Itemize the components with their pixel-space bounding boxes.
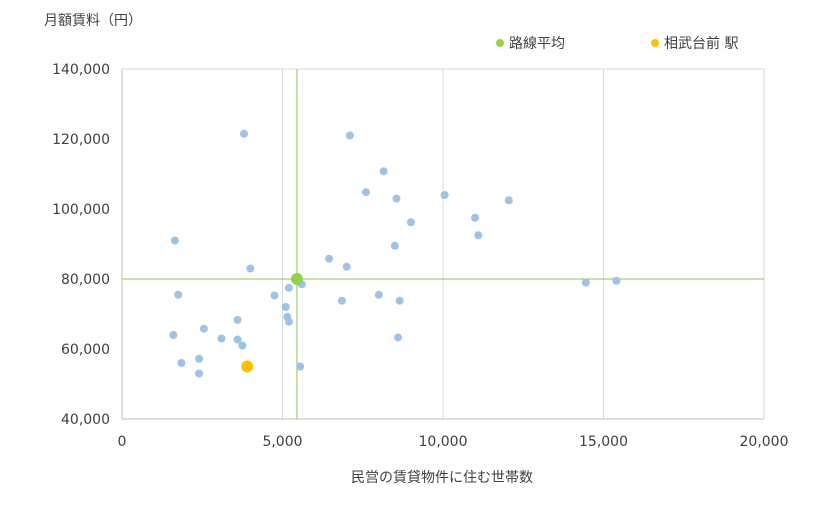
data-point <box>270 291 279 300</box>
data-point <box>284 283 293 292</box>
data-point <box>581 278 590 287</box>
data-point <box>238 341 247 350</box>
legend-station-marker <box>651 39 659 47</box>
y-tick-label: 60,000 <box>61 342 110 358</box>
data-point <box>440 191 449 199</box>
x-tick-label: 15,000 <box>579 434 628 450</box>
plot-area: 0 5,000 10,000 15,000 20,000 40,000 60,000 80,0… <box>52 62 788 450</box>
data-point <box>471 213 480 222</box>
x-tick-label: 5,000 <box>262 434 302 450</box>
highlight-point <box>241 360 254 373</box>
x-tick-label: 0 <box>118 434 127 450</box>
x-axis-title: 民営の賃貸物件に住む世帯数 <box>351 470 533 486</box>
y-tick-label: 40,000 <box>61 412 110 428</box>
data-point <box>325 254 334 263</box>
legend-station-label: 相武台前 駅 <box>664 35 738 52</box>
data-point <box>174 290 183 299</box>
legend-average-label: 路線平均 <box>509 36 565 52</box>
data-point <box>281 303 290 311</box>
data-point <box>233 315 242 324</box>
data-point <box>217 334 226 343</box>
data-point <box>239 129 248 138</box>
y-tick-label: 120,000 <box>52 132 110 148</box>
data-point <box>395 296 404 305</box>
data-point <box>374 290 383 299</box>
legend: 路線平均 相武台前 駅 <box>496 35 738 52</box>
data-point <box>177 359 186 367</box>
data-point <box>296 362 305 371</box>
data-point <box>199 324 208 333</box>
legend-average-marker <box>496 39 504 47</box>
data-point <box>169 331 178 339</box>
data-point <box>246 264 255 273</box>
data-point <box>170 236 179 245</box>
y-axis-title: 月額賃料（円） <box>44 13 142 29</box>
legend-item-station: 相武台前 駅 <box>651 35 738 52</box>
x-tick-label: 20,000 <box>740 434 789 450</box>
y-tick-label: 140,000 <box>52 62 110 78</box>
data-point <box>195 354 204 363</box>
data-point <box>284 317 293 326</box>
data-point <box>392 194 401 203</box>
average-point <box>290 273 303 285</box>
data-point <box>345 131 354 140</box>
data-point <box>504 196 513 205</box>
data-point <box>233 335 242 344</box>
data-point <box>390 241 399 250</box>
y-tick-label: 80,000 <box>61 272 110 288</box>
data-point <box>195 369 204 378</box>
data-point <box>474 231 483 240</box>
data-point <box>612 276 621 285</box>
data-point <box>361 188 370 197</box>
legend-item-average: 路線平均 <box>496 36 565 52</box>
data-point <box>406 218 415 227</box>
data-point <box>379 167 388 176</box>
data-point <box>342 262 351 271</box>
data-point <box>337 296 346 305</box>
y-tick-label: 100,000 <box>52 202 110 218</box>
data-point <box>394 333 403 342</box>
x-tick-label: 10,000 <box>419 434 468 450</box>
